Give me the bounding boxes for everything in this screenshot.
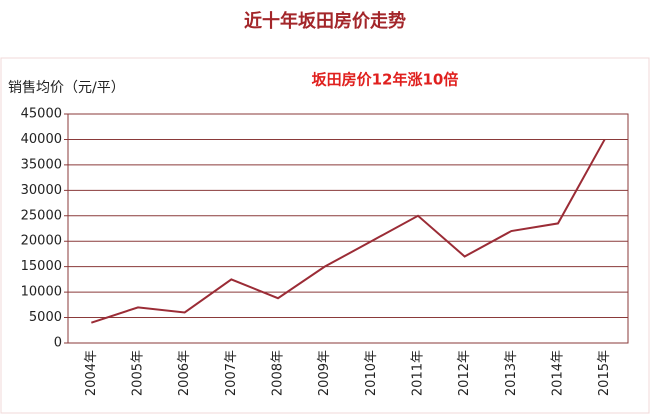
x-tick-label: 2006年 — [177, 350, 192, 396]
x-tick-label: 2011年 — [411, 350, 426, 396]
annotation: 坂田房价12年涨10倍 — [312, 71, 459, 89]
x-tick-label: 2012年 — [457, 350, 472, 396]
line — [91, 138, 606, 324]
y-tick-label: 35000 — [21, 157, 62, 172]
x-tick-label: 2015年 — [597, 350, 612, 396]
x-tick-label: 2010年 — [364, 350, 379, 396]
y-tick-label: 15000 — [21, 259, 62, 274]
y-tick-label: 0 — [54, 336, 62, 351]
x-tick-label: 2009年 — [317, 350, 332, 396]
x-tick-label: 2014年 — [551, 350, 566, 396]
x-tick-label: 2008年 — [271, 350, 286, 396]
x-tick-label: 2013年 — [504, 350, 519, 396]
y-tick-label: 20000 — [21, 234, 62, 249]
x-tick-label: 2004年 — [84, 350, 99, 396]
y-axis-label: 销售均价（元/平） — [8, 80, 125, 96]
y-tick-label: 10000 — [21, 285, 62, 300]
y-tick-label: 30000 — [21, 183, 62, 198]
y-tick-label: 5000 — [29, 310, 62, 325]
chart-title: 近十年坂田房价走势 — [244, 10, 406, 32]
chart-frame — [0, 57, 650, 414]
x-tick-label: 2007年 — [224, 350, 239, 396]
x-tick-label: 2005年 — [131, 350, 146, 396]
y-tick-label: 40000 — [21, 132, 62, 147]
y-tick-label: 45000 — [21, 107, 62, 122]
y-tick-label: 25000 — [21, 208, 62, 223]
